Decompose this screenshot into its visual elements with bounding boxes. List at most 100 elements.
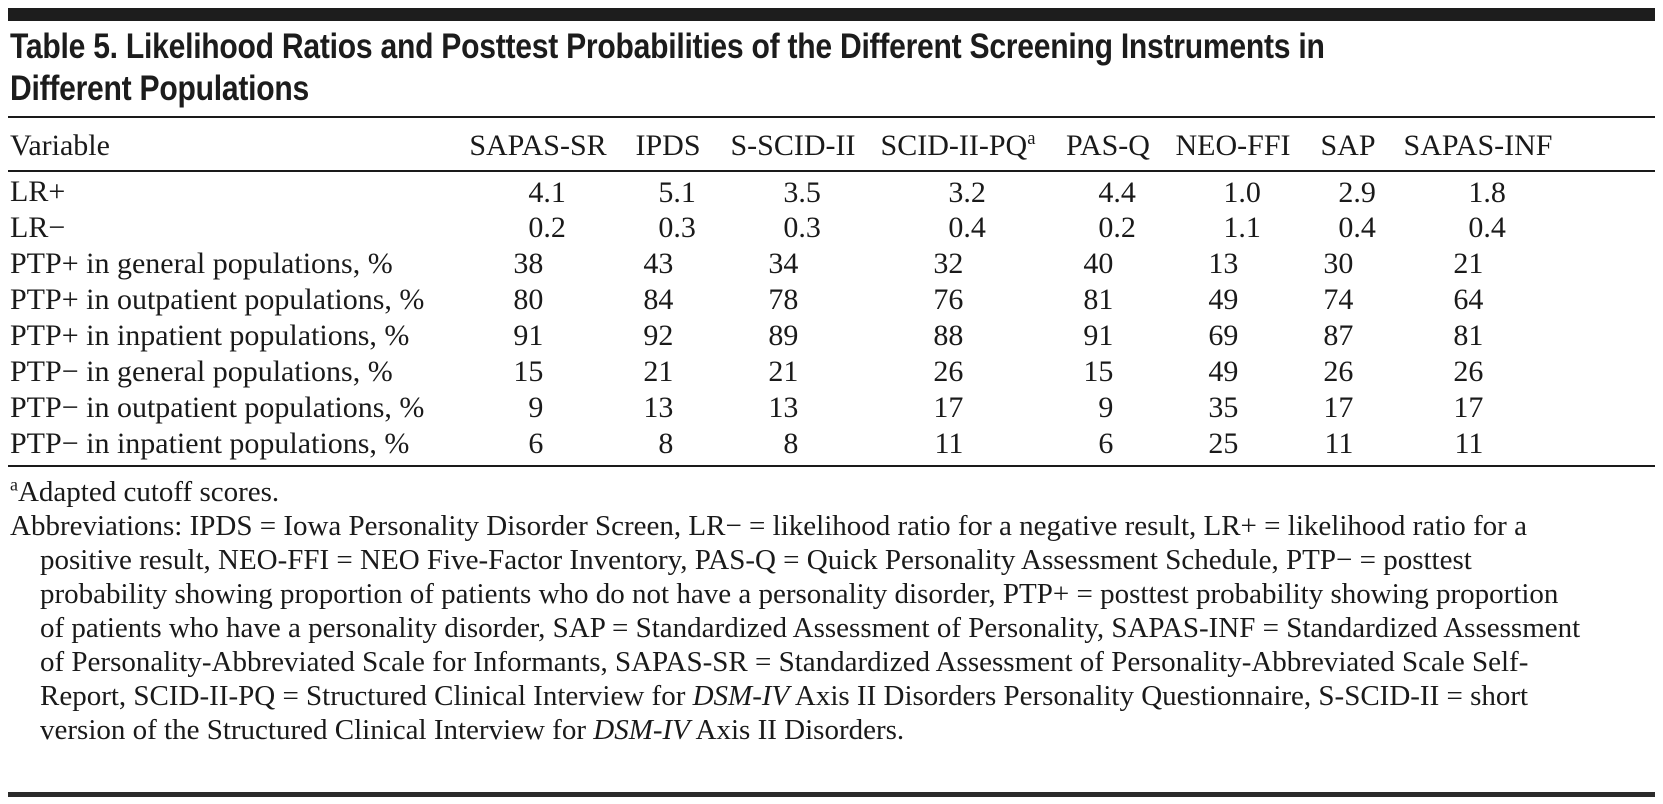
table-row: PTP− in outpatient populations, % 9 13 13 17… [8, 390, 1655, 426]
row-label: PTP− in inpatient populations, % [8, 426, 463, 467]
table-cell: 17 [1323, 391, 1354, 424]
table-cell: 6 [463, 426, 613, 467]
table-cell: 26 [933, 355, 964, 388]
table-row: PTP− in inpatient populations, % 6 8 8 11 6 25… [8, 426, 1655, 467]
table-title: Table 5. Likelihood Ratios and Posttest … [10, 26, 1425, 110]
table-cell: 35 [1208, 391, 1239, 424]
table-cell: 6 [1053, 426, 1163, 467]
table-row: PTP+ in inpatient populations, % 91 92 89 88… [8, 318, 1655, 354]
table-cell: 9 [1098, 391, 1114, 424]
table-cell: 49 [1208, 283, 1239, 316]
table-cell: 30 [1323, 247, 1354, 280]
table-cell: 0.2 [1098, 211, 1136, 244]
table-cell: 2.9 [1338, 175, 1376, 209]
table-cell: 17 [1453, 391, 1484, 424]
top-black-rule [8, 8, 1655, 21]
row-label: PTP+ in inpatient populations, % [10, 319, 410, 352]
table-cell: 13 [768, 391, 799, 424]
column-header-footnote-marker: a [1027, 128, 1036, 149]
table-cell: 92 [643, 319, 674, 352]
table-cell: 0.3 [783, 211, 821, 244]
table-cell: 5.1 [658, 175, 696, 209]
table-footnotes: aAdapted cutoff scores. Abbreviations: I… [8, 475, 1655, 747]
table-cell: 17 [933, 391, 964, 424]
column-header-variable: Variable [8, 117, 463, 172]
column-header: PAS-Q [1053, 117, 1163, 172]
table-cell: 80 [513, 283, 544, 316]
row-label: PTP− in general populations, % [10, 355, 393, 388]
row-label: PTP+ in outpatient populations, % [10, 283, 425, 316]
table-cell: 89 [768, 319, 799, 352]
row-label: PTP+ in general populations, % [10, 247, 393, 280]
table-cell: 3.2 [948, 175, 986, 209]
column-header: SAPAS-SR [463, 117, 613, 172]
table-cell: 32 [933, 247, 964, 280]
row-label: LR+ [10, 175, 66, 208]
abbreviation-italic-segment: DSM-IV [593, 714, 690, 746]
column-header: S-SCID-II [723, 117, 863, 172]
table-header-row: Variable SAPAS-SR IPDS S-SCID-II SCID-II-PQa… [8, 117, 1655, 172]
table-body: LR+ 4.1 5.1 3.5 3.2 4.4 1.0 2.9 1.8 LR− 0.2 0.3 0.3 0… [8, 171, 1655, 467]
table-cell: 84 [643, 283, 674, 316]
table-cell: 38 [513, 247, 544, 280]
table-cell: 81 [1083, 283, 1114, 316]
table-header: Variable SAPAS-SR IPDS S-SCID-II SCID-II-PQa… [8, 117, 1655, 172]
table-cell: 76 [933, 283, 964, 316]
table-cell: 11 [1393, 426, 1655, 467]
column-header: SCID-II-PQa [863, 117, 1053, 172]
abbreviation-segment: Abbreviations: IPDS = Iowa Personality D… [10, 510, 1581, 712]
table-cell: 69 [1208, 319, 1239, 352]
table-cell: 11 [863, 426, 1053, 467]
table-cell: 88 [933, 319, 964, 352]
table-cell: 8 [723, 426, 863, 467]
bottom-black-rule [8, 792, 1655, 797]
article-table-page: Table 5. Likelihood Ratios and Posttest … [0, 8, 1663, 797]
table-row: LR− 0.2 0.3 0.3 0.4 0.2 1.1 0.4 0.4 [8, 210, 1655, 246]
abbreviations-note: Abbreviations: IPDS = Iowa Personality D… [10, 509, 1585, 747]
table-cell: 26 [1453, 355, 1484, 388]
table-cell: 91 [1083, 319, 1114, 352]
column-header: SAPAS-INF [1393, 117, 1655, 172]
table-cell: 0.4 [948, 211, 986, 244]
table-cell: 0.4 [1338, 211, 1376, 244]
table-cell: 43 [643, 247, 674, 280]
row-label: LR− [10, 211, 66, 244]
table-cell: 78 [768, 283, 799, 316]
column-header: IPDS [613, 117, 723, 172]
table-cell: 1.1 [1223, 211, 1261, 244]
table-cell: 21 [643, 355, 674, 388]
table-cell: 49 [1208, 355, 1239, 388]
table-cell: 21 [768, 355, 799, 388]
table-row: PTP+ in general populations, % 38 43 34 32 40… [8, 246, 1655, 282]
table-cell: 13 [1208, 247, 1239, 280]
table-cell: 0.3 [658, 211, 696, 244]
cutoff-footnote-marker: a [10, 474, 18, 495]
table-cell: 40 [1083, 247, 1114, 280]
table-cell: 15 [513, 355, 544, 388]
table-cell: 13 [643, 391, 674, 424]
row-label: PTP− in outpatient populations, % [10, 391, 425, 424]
table-cell: 64 [1453, 283, 1484, 316]
table-cell: 21 [1453, 247, 1484, 280]
table-title-line-2: Different Populations [10, 69, 309, 108]
table-cell: 81 [1453, 319, 1484, 352]
table-cell: 91 [513, 319, 544, 352]
table-row: PTP+ in outpatient populations, % 80 84 78 7… [8, 282, 1655, 318]
cutoff-footnote-text: Adapted cutoff scores. [17, 476, 280, 508]
abbreviation-segment: Axis II Disorders. [689, 714, 905, 746]
table-row: LR+ 4.1 5.1 3.5 3.2 4.4 1.0 2.9 1.8 [8, 171, 1655, 210]
table-cell: 15 [1083, 355, 1114, 388]
table-cell: 3.5 [783, 175, 821, 209]
column-header: SAP [1303, 117, 1393, 172]
table-cell: 9 [528, 391, 544, 424]
table-cell: 1.8 [1468, 175, 1506, 209]
table-cell: 34 [768, 247, 799, 280]
table-cell: 87 [1323, 319, 1354, 352]
cutoff-footnote: aAdapted cutoff scores. [10, 475, 1655, 509]
table-cell: 4.4 [1098, 175, 1136, 209]
table-cell: 1.0 [1223, 175, 1261, 209]
table-cell: 0.2 [528, 211, 566, 244]
table-cell: 25 [1163, 426, 1303, 467]
table-cell: 11 [1303, 426, 1393, 467]
table-cell: 8 [613, 426, 723, 467]
